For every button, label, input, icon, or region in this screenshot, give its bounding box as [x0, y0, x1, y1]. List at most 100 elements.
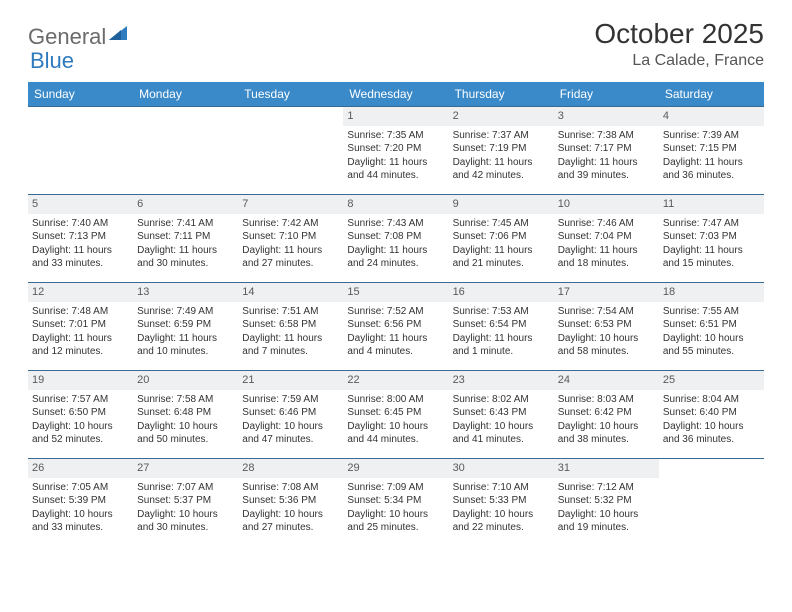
day-dl1: Daylight: 10 hours [347, 420, 444, 434]
day-dl1: Daylight: 10 hours [32, 508, 129, 522]
day-sunrise: Sunrise: 8:04 AM [663, 393, 760, 407]
day-sunrise: Sunrise: 7:58 AM [137, 393, 234, 407]
day-dl2: and 24 minutes. [347, 257, 444, 271]
day-number: 5 [28, 195, 133, 214]
day-number: 21 [238, 371, 343, 390]
weekday-header: Tuesday [238, 82, 343, 107]
day-dl1: Daylight: 11 hours [663, 244, 760, 258]
day-sunset: Sunset: 5:32 PM [558, 494, 655, 508]
day-dl1: Daylight: 10 hours [663, 332, 760, 346]
day-dl1: Daylight: 11 hours [453, 244, 550, 258]
day-sunset: Sunset: 6:54 PM [453, 318, 550, 332]
calendar-day-cell: 3Sunrise: 7:38 AMSunset: 7:17 PMDaylight… [554, 107, 659, 195]
day-number: 11 [659, 195, 764, 214]
day-sunrise: Sunrise: 7:42 AM [242, 217, 339, 231]
day-dl1: Daylight: 11 hours [242, 332, 339, 346]
day-number: 6 [133, 195, 238, 214]
day-dl1: Daylight: 10 hours [347, 508, 444, 522]
day-sunrise: Sunrise: 7:05 AM [32, 481, 129, 495]
day-sunset: Sunset: 7:08 PM [347, 230, 444, 244]
calendar-day-cell: 28Sunrise: 7:08 AMSunset: 5:36 PMDayligh… [238, 459, 343, 547]
day-sunset: Sunset: 6:46 PM [242, 406, 339, 420]
calendar-week-row: 19Sunrise: 7:57 AMSunset: 6:50 PMDayligh… [28, 371, 764, 459]
day-number: 8 [343, 195, 448, 214]
day-dl2: and 27 minutes. [242, 521, 339, 535]
calendar-day-cell: 4Sunrise: 7:39 AMSunset: 7:15 PMDaylight… [659, 107, 764, 195]
logo-row2: Blue [30, 48, 74, 74]
day-sunrise: Sunrise: 7:54 AM [558, 305, 655, 319]
day-dl2: and 1 minute. [453, 345, 550, 359]
day-dl1: Daylight: 11 hours [453, 332, 550, 346]
day-sunrise: Sunrise: 7:47 AM [663, 217, 760, 231]
weekday-header: Wednesday [343, 82, 448, 107]
day-sunset: Sunset: 6:56 PM [347, 318, 444, 332]
logo-text-blue: Blue [30, 48, 74, 74]
day-dl2: and 58 minutes. [558, 345, 655, 359]
day-dl1: Daylight: 11 hours [453, 156, 550, 170]
calendar-week-row: 1Sunrise: 7:35 AMSunset: 7:20 PMDaylight… [28, 107, 764, 195]
day-dl1: Daylight: 11 hours [347, 156, 444, 170]
day-dl2: and 22 minutes. [453, 521, 550, 535]
day-sunset: Sunset: 5:36 PM [242, 494, 339, 508]
day-dl2: and 19 minutes. [558, 521, 655, 535]
day-number: 18 [659, 283, 764, 302]
day-sunrise: Sunrise: 7:40 AM [32, 217, 129, 231]
calendar-body: 1Sunrise: 7:35 AMSunset: 7:20 PMDaylight… [28, 107, 764, 547]
calendar-day-cell: 8Sunrise: 7:43 AMSunset: 7:08 PMDaylight… [343, 195, 448, 283]
day-dl1: Daylight: 10 hours [558, 332, 655, 346]
day-sunset: Sunset: 5:34 PM [347, 494, 444, 508]
day-sunrise: Sunrise: 7:49 AM [137, 305, 234, 319]
calendar-day-cell [28, 107, 133, 195]
day-number: 28 [238, 459, 343, 478]
day-sunset: Sunset: 6:40 PM [663, 406, 760, 420]
day-sunrise: Sunrise: 7:10 AM [453, 481, 550, 495]
day-dl1: Daylight: 11 hours [347, 332, 444, 346]
day-sunset: Sunset: 6:45 PM [347, 406, 444, 420]
day-dl2: and 42 minutes. [453, 169, 550, 183]
day-number: 9 [449, 195, 554, 214]
day-sunrise: Sunrise: 7:37 AM [453, 129, 550, 143]
day-dl2: and 44 minutes. [347, 169, 444, 183]
day-dl2: and 38 minutes. [558, 433, 655, 447]
day-dl2: and 12 minutes. [32, 345, 129, 359]
day-dl1: Daylight: 10 hours [242, 420, 339, 434]
day-sunset: Sunset: 7:17 PM [558, 142, 655, 156]
day-sunrise: Sunrise: 7:55 AM [663, 305, 760, 319]
day-dl1: Daylight: 10 hours [663, 420, 760, 434]
calendar-day-cell [659, 459, 764, 547]
day-dl2: and 36 minutes. [663, 433, 760, 447]
day-dl1: Daylight: 10 hours [453, 420, 550, 434]
day-dl1: Daylight: 10 hours [137, 508, 234, 522]
calendar-day-cell: 26Sunrise: 7:05 AMSunset: 5:39 PMDayligh… [28, 459, 133, 547]
calendar-day-cell: 21Sunrise: 7:59 AMSunset: 6:46 PMDayligh… [238, 371, 343, 459]
calendar-day-cell: 31Sunrise: 7:12 AMSunset: 5:32 PMDayligh… [554, 459, 659, 547]
day-sunrise: Sunrise: 7:45 AM [453, 217, 550, 231]
day-dl2: and 36 minutes. [663, 169, 760, 183]
day-dl2: and 10 minutes. [137, 345, 234, 359]
day-number: 23 [449, 371, 554, 390]
day-dl2: and 33 minutes. [32, 521, 129, 535]
logo-text-gray: General [28, 24, 106, 50]
weekday-header: Sunday [28, 82, 133, 107]
day-sunset: Sunset: 5:33 PM [453, 494, 550, 508]
calendar-week-row: 12Sunrise: 7:48 AMSunset: 7:01 PMDayligh… [28, 283, 764, 371]
calendar-day-cell: 29Sunrise: 7:09 AMSunset: 5:34 PMDayligh… [343, 459, 448, 547]
day-sunset: Sunset: 5:39 PM [32, 494, 129, 508]
day-dl2: and 18 minutes. [558, 257, 655, 271]
day-dl1: Daylight: 10 hours [558, 508, 655, 522]
calendar-table: SundayMondayTuesdayWednesdayThursdayFrid… [28, 82, 764, 547]
day-dl2: and 41 minutes. [453, 433, 550, 447]
location-label: La Calade, France [594, 52, 764, 70]
day-sunrise: Sunrise: 7:35 AM [347, 129, 444, 143]
day-dl1: Daylight: 11 hours [558, 156, 655, 170]
day-dl2: and 15 minutes. [663, 257, 760, 271]
day-dl2: and 4 minutes. [347, 345, 444, 359]
day-number: 25 [659, 371, 764, 390]
day-dl2: and 21 minutes. [453, 257, 550, 271]
calendar-day-cell: 23Sunrise: 8:02 AMSunset: 6:43 PMDayligh… [449, 371, 554, 459]
weekday-header: Monday [133, 82, 238, 107]
day-sunrise: Sunrise: 7:38 AM [558, 129, 655, 143]
calendar-header-row: SundayMondayTuesdayWednesdayThursdayFrid… [28, 82, 764, 107]
day-dl1: Daylight: 10 hours [137, 420, 234, 434]
day-dl2: and 30 minutes. [137, 257, 234, 271]
